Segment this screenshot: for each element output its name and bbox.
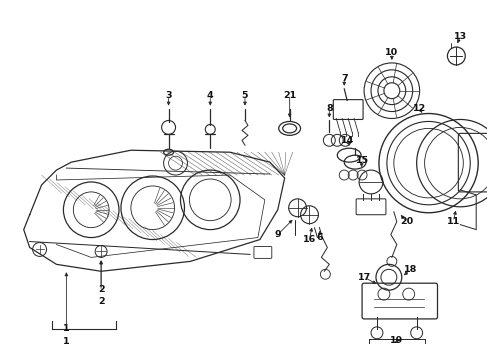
- Text: 10: 10: [385, 49, 398, 58]
- Text: 9: 9: [274, 230, 281, 239]
- Text: 1: 1: [63, 324, 70, 333]
- Text: 17: 17: [357, 273, 370, 282]
- Text: 4: 4: [206, 91, 213, 100]
- Text: 12: 12: [412, 104, 426, 113]
- Text: 2: 2: [98, 285, 104, 294]
- Text: 13: 13: [453, 32, 466, 41]
- Text: 1: 1: [63, 337, 70, 346]
- Text: 2: 2: [98, 297, 104, 306]
- Text: 14: 14: [340, 136, 353, 145]
- Text: 3: 3: [165, 91, 171, 100]
- Text: 8: 8: [325, 104, 332, 113]
- Text: 5: 5: [241, 91, 248, 100]
- Text: 11: 11: [446, 217, 459, 226]
- Text: 15: 15: [355, 156, 368, 165]
- Text: 6: 6: [315, 233, 322, 242]
- Text: 16: 16: [302, 235, 315, 244]
- Text: 18: 18: [403, 265, 417, 274]
- Text: 20: 20: [399, 217, 412, 226]
- Text: 19: 19: [389, 336, 403, 345]
- Text: 7: 7: [340, 74, 347, 83]
- Text: 21: 21: [283, 91, 296, 100]
